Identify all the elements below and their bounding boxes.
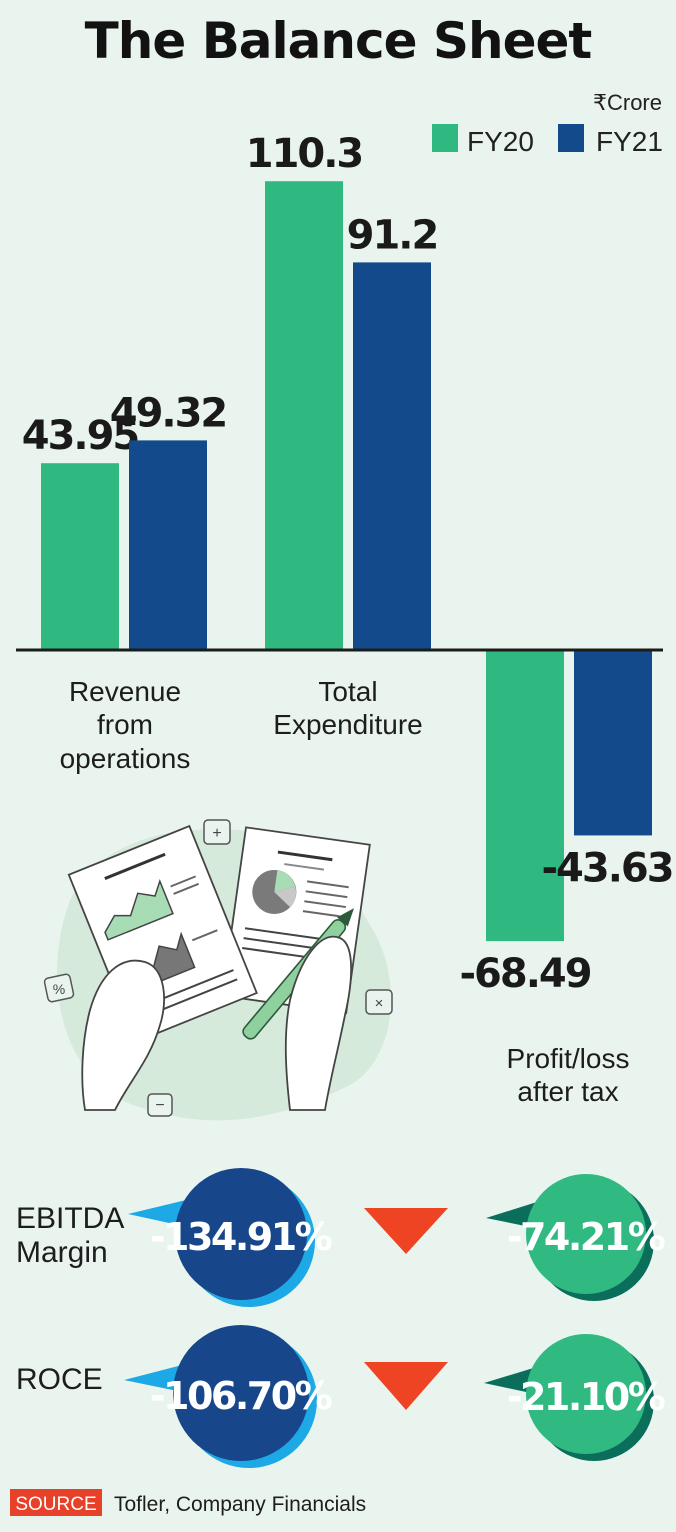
value-label-fy21-1: 91.2: [347, 212, 438, 258]
bar-fy21-2: [574, 650, 652, 836]
source-tag-label: SOURCE: [15, 1494, 96, 1515]
metric-row-ebitda: EBITDA Margin -134.91% -74.21%: [16, 1168, 667, 1307]
svg-text:−: −: [155, 1097, 164, 1114]
bar-fy21-0: [129, 440, 207, 650]
page-title: The Balance Sheet: [85, 12, 592, 70]
category-label-line: Profit/loss: [507, 1043, 630, 1074]
legend-label-fy20: FY20: [467, 126, 534, 157]
category-label-line: Expenditure: [273, 709, 422, 740]
fy20-metric-value: -21.10%: [507, 1375, 665, 1419]
legend-swatch-fy20: [432, 124, 458, 152]
fy20-metric-circle: [526, 1334, 646, 1454]
fy21-metric-value: -134.91%: [150, 1215, 332, 1259]
category-label-line: operations: [60, 743, 191, 774]
category-label-line: after tax: [517, 1076, 618, 1107]
fy20-metric-circle: [526, 1174, 646, 1294]
legend: FY20 FY21: [432, 124, 663, 157]
svg-text:+: +: [212, 825, 221, 842]
value-label-fy20-0: 43.95: [22, 413, 139, 459]
bar-fy21-1: [353, 262, 431, 650]
bar-fy20-2: [486, 650, 564, 942]
metric-label-line: ROCE: [16, 1363, 103, 1396]
value-label-fy21-0: 49.32: [110, 390, 227, 436]
category-label-line: from: [97, 709, 153, 740]
metric-label-line: Margin: [16, 1236, 108, 1269]
unit-label: ₹Crore: [593, 90, 662, 115]
metric-label-line: EBITDA: [16, 1202, 124, 1235]
fy20-metric-value: -74.21%: [507, 1215, 665, 1259]
legend-label-fy21: FY21: [596, 126, 663, 157]
down-triangle-icon: [364, 1362, 448, 1410]
value-label-fy20-1: 110.3: [246, 131, 363, 177]
speech-pointer-fy21: [128, 1200, 192, 1228]
bar-fy20-0: [41, 463, 119, 650]
down-triangle-icon: [364, 1208, 448, 1254]
fy21-metric-circle: [175, 1168, 307, 1300]
svg-text:×: ×: [375, 995, 384, 1012]
svg-text:%: %: [53, 981, 65, 997]
category-label-expenditure: Total Expenditure: [273, 676, 422, 740]
fy21-metric-value: -106.70%: [150, 1374, 332, 1418]
hands-holding-financial-report-icon: + % × −: [43, 819, 393, 1121]
source-text: Tofler, Company Financials: [114, 1493, 366, 1516]
source-tag: [10, 1489, 102, 1516]
category-label-line: Total: [318, 676, 377, 707]
value-label-fy20-2: -68.49: [459, 951, 590, 997]
metric-row-roce: ROCE -106.70% -21.10%: [16, 1325, 667, 1468]
fy21-metric-circle: [173, 1325, 309, 1461]
source-line: SOURCE Tofler, Company Financials: [10, 1489, 366, 1516]
legend-swatch-fy21: [558, 124, 584, 152]
bar-fy20-1: [265, 181, 343, 650]
value-label-fy21-2: -43.63: [541, 845, 672, 891]
category-label-line: Revenue: [69, 676, 181, 707]
category-label-profit: Profit/loss after tax: [507, 1043, 630, 1107]
category-label-revenue: Revenue from operations: [60, 676, 191, 774]
